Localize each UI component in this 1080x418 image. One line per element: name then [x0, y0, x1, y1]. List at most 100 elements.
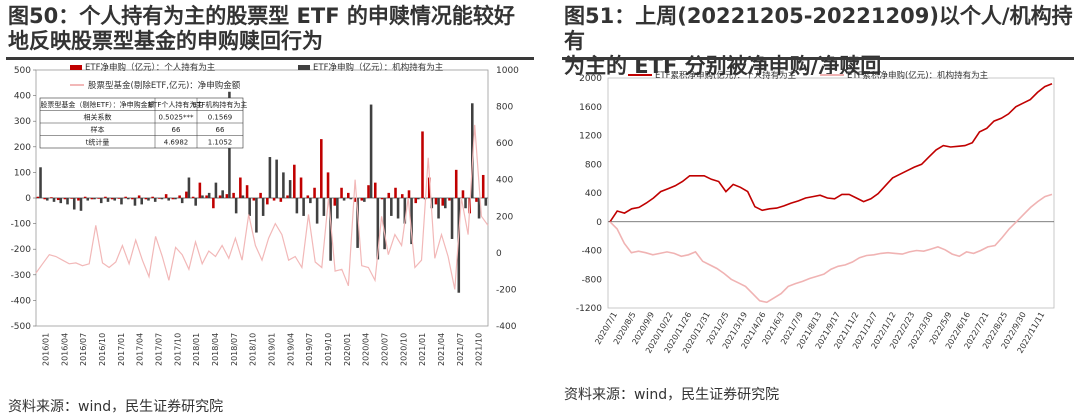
- bar-institution: [464, 198, 467, 209]
- left-xtick-label: 2021/07: [456, 333, 465, 366]
- bar-institution: [369, 104, 373, 198]
- bar-institution: [349, 198, 353, 200]
- bar-individual: [454, 169, 458, 198]
- bar-institution: [336, 198, 339, 219]
- ytick-label: -400: [582, 247, 603, 257]
- bar-individual: [347, 192, 350, 198]
- bar-individual: [164, 194, 168, 198]
- bar-institution: [72, 198, 76, 210]
- legend-label-institution: ETF累积净申购(亿元)：机构持有为主: [847, 70, 989, 81]
- left-ytick-label: -500: [11, 322, 32, 332]
- bar-individual: [205, 195, 208, 198]
- bar-institution: [255, 198, 258, 233]
- bar-individual: [394, 187, 397, 198]
- left-xtick-label: 2021/10: [475, 333, 484, 366]
- bar-individual: [367, 185, 370, 198]
- bar-institution: [261, 198, 265, 216]
- bar-individual: [461, 190, 465, 198]
- right-ytick-label: 800: [496, 103, 513, 113]
- left-xtick-label: 2016/10: [98, 333, 107, 366]
- bar-institution: [248, 198, 251, 216]
- ytick-label: 400: [585, 189, 602, 199]
- table-cell: 66: [172, 126, 181, 134]
- left-xtick-label: 2019/04: [286, 333, 295, 366]
- line-institution: [609, 193, 1053, 304]
- left-xtick-label: 2016/01: [41, 333, 50, 366]
- right-ytick-label: 1000: [496, 66, 519, 76]
- bar-institution: [113, 198, 117, 201]
- table-cell: 相关系数: [84, 113, 112, 122]
- bar-individual: [340, 187, 343, 198]
- table-cell: ETF机构持有为主: [193, 100, 248, 109]
- bar-individual: [50, 197, 53, 198]
- table-cell: 样本: [91, 125, 105, 134]
- bar-individual: [110, 198, 114, 200]
- left-xtick-label: 2016/04: [60, 333, 69, 366]
- right-ytick-label: 0: [496, 249, 502, 259]
- bar-individual: [144, 198, 148, 200]
- bar-institution: [309, 198, 312, 204]
- bar-individual: [252, 198, 256, 201]
- left-panel: 图50：个人持有为主的股票型 ETF 的申赎情况能较好 地反映股票型基金的申购赎…: [6, 4, 534, 415]
- bar-institution: [383, 198, 386, 250]
- bar-institution: [356, 198, 359, 248]
- bar-individual: [353, 198, 357, 202]
- bar-individual: [313, 187, 316, 198]
- bar-institution: [133, 198, 137, 206]
- bar-individual: [427, 177, 431, 198]
- right-ytick-label: 200: [496, 212, 513, 222]
- bar-institution: [45, 198, 49, 201]
- bar-individual: [70, 198, 73, 199]
- bar-institution: [59, 198, 63, 204]
- bar-individual: [171, 198, 175, 200]
- bar-institution: [99, 198, 103, 204]
- table-cell: 4.6982: [164, 139, 189, 147]
- right-ytick-label: 600: [496, 139, 513, 149]
- bar-individual: [151, 196, 154, 198]
- bar-institution: [288, 180, 292, 198]
- bar-individual: [218, 195, 222, 198]
- bar-individual: [56, 198, 60, 201]
- bar-institution: [66, 198, 69, 205]
- left-xtick-label: 2019/01: [267, 333, 276, 366]
- bar-individual: [481, 174, 485, 198]
- bar-institution: [376, 198, 380, 260]
- bar-individual: [448, 198, 451, 201]
- left-ytick-label: 200: [14, 143, 31, 153]
- left-xtick-label: 2018/01: [192, 333, 201, 366]
- bar-institution: [437, 198, 440, 219]
- bar-individual: [286, 195, 289, 198]
- right-ytick-label: 400: [496, 176, 513, 186]
- ytick-label: 0: [596, 218, 602, 228]
- left-xtick-label: 2019/07: [305, 333, 314, 366]
- bar-institution: [417, 198, 420, 200]
- bar-institution: [106, 198, 110, 202]
- table-cell: 股票型基金（剔除ETF）：净申购金额: [40, 100, 154, 109]
- bar-institution: [457, 198, 461, 293]
- left-ytick-label: -400: [11, 296, 32, 306]
- right-title-rule: [562, 57, 1074, 60]
- left-ytick-label: 500: [14, 66, 31, 76]
- table-cell: 0.1569: [208, 114, 233, 122]
- bar-institution: [86, 198, 90, 201]
- bar-institution: [477, 198, 481, 219]
- bar-individual: [441, 198, 445, 206]
- bar-individual: [124, 196, 127, 198]
- table-cell: 0.5025***: [159, 114, 194, 122]
- right-ytick-label: -400: [496, 322, 517, 332]
- left-title-line2: 地反映股票型基金的申购赎回行为: [8, 29, 323, 53]
- bar-individual: [117, 198, 121, 199]
- bar-individual: [83, 196, 87, 198]
- bar-institution: [450, 198, 454, 239]
- bar-institution: [147, 198, 150, 201]
- left-ytick-label: -200: [11, 245, 32, 255]
- bar-institution: [470, 103, 474, 198]
- bar-institution: [444, 198, 447, 209]
- left-xtick-label: 2018/07: [230, 333, 239, 366]
- bar-individual: [266, 198, 269, 205]
- bar-individual: [158, 198, 161, 199]
- line-individual: [609, 83, 1053, 223]
- left-xtick-label: 2018/04: [211, 333, 220, 366]
- bar-institution: [430, 198, 434, 209]
- bar-individual: [212, 198, 215, 209]
